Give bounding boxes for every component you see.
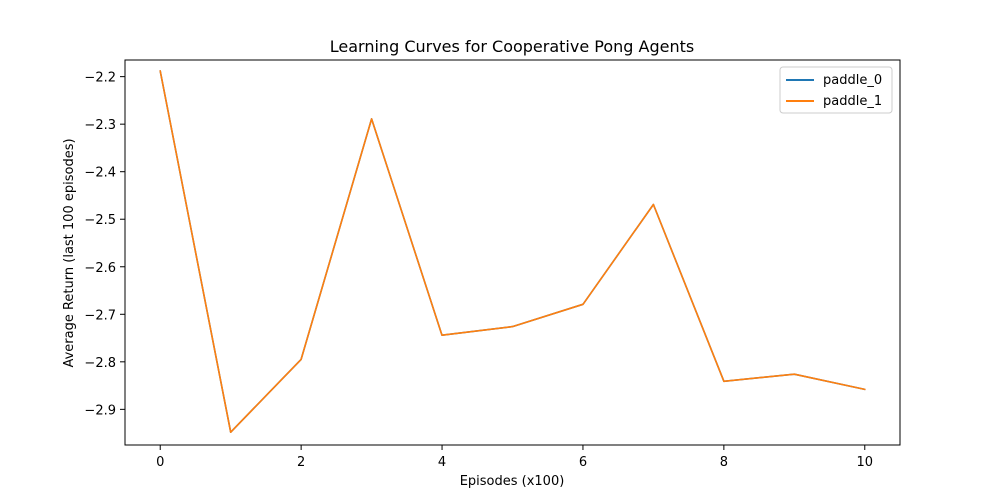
x-tick-label: 6 <box>579 455 587 470</box>
y-axis-ticks: −2.9 −2.8 −2.7 −2.6 −2.5 −2.4 −2.3 −2.2 <box>84 71 125 418</box>
legend-label-paddle-0: paddle_0 <box>823 73 882 88</box>
y-tick-label: −2.7 <box>84 308 116 323</box>
plot-area: 0 2 4 6 8 10 −2.9 −2.8 −2.7 −2.6 −2.5 −2.4 −2.3 −2.2 <box>84 59 901 470</box>
x-tick-label: 2 <box>297 455 305 470</box>
x-axis-ticks: 0 2 4 6 8 10 <box>156 445 873 470</box>
y-tick-label: −2.4 <box>84 166 116 181</box>
x-axis-label: Episodes (x100) <box>460 474 565 489</box>
series-line-paddle-1 <box>159 70 866 434</box>
legend-label-paddle-1: paddle_1 <box>823 94 882 109</box>
series-layer <box>159 70 866 434</box>
legend: paddle_0 paddle_1 <box>779 66 893 114</box>
x-tick-label: 10 <box>856 455 873 470</box>
y-tick-label: −2.2 <box>84 71 116 86</box>
x-tick-label: 4 <box>438 455 446 470</box>
x-tick-label: 0 <box>156 455 164 470</box>
y-axis-label: Average Return (last 100 episodes) <box>62 138 77 367</box>
chart-title: Learning Curves for Cooperative Pong Age… <box>330 37 694 56</box>
y-tick-label: −2.6 <box>84 261 116 276</box>
plot-background <box>125 60 900 445</box>
y-tick-label: −2.3 <box>84 118 116 133</box>
y-tick-label: −2.8 <box>84 356 116 371</box>
plot-frame <box>124 59 901 446</box>
x-tick-label: 8 <box>720 455 728 470</box>
y-tick-label: −2.5 <box>84 213 116 228</box>
y-tick-label: −2.9 <box>84 403 116 418</box>
